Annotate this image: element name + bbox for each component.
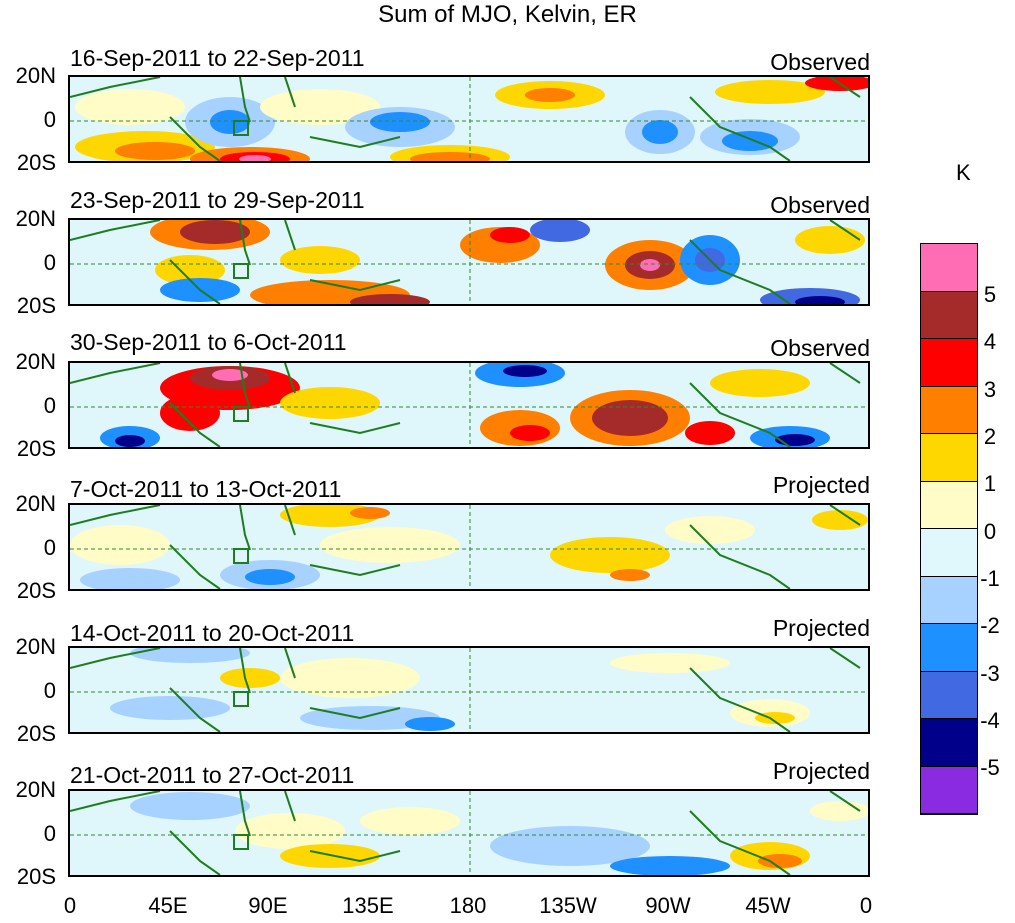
lat-label-0: 0 xyxy=(43,821,56,846)
lon-label: 0 xyxy=(859,893,873,918)
colorbar-swatch xyxy=(921,529,977,577)
lat-label-20s: 20S xyxy=(16,436,56,461)
colorbar-label: 3 xyxy=(983,377,997,402)
colorbar-swatch xyxy=(921,624,977,672)
lat-label-20n: 20N xyxy=(15,634,56,659)
colorbar-label: 1 xyxy=(983,471,997,496)
colorbar-swatch xyxy=(921,244,977,292)
colorbar-swatch xyxy=(921,576,977,624)
lat-label-20n: 20N xyxy=(15,63,56,88)
panel-5-date: 14-Oct-2011 to 20-Oct-2011 xyxy=(70,620,355,646)
colorbar-swatch xyxy=(921,434,977,482)
lon-label: 0 xyxy=(63,893,77,918)
panel-6-status: Projected xyxy=(772,758,870,784)
colorbar-swatch xyxy=(921,291,977,339)
lat-label-0: 0 xyxy=(43,107,56,132)
lon-label: 90E xyxy=(248,893,288,918)
lat-label-0: 0 xyxy=(43,250,56,275)
colorbar-label: 5 xyxy=(983,282,997,307)
panel-3-status: Observed xyxy=(770,335,870,361)
colorbar-label: -2 xyxy=(980,613,1000,638)
panel-2-map xyxy=(68,218,870,306)
colorbar-label: -3 xyxy=(980,661,1000,686)
lat-label-20s: 20S xyxy=(16,864,56,889)
lon-label: 135E xyxy=(342,893,394,918)
lat-label-20n: 20N xyxy=(15,206,56,231)
lon-label: 45E xyxy=(148,893,188,918)
colorbar-swatch xyxy=(921,386,977,434)
lon-label: 135W xyxy=(539,893,597,918)
lat-label-20s: 20S xyxy=(16,293,56,318)
lat-label-20s: 20S xyxy=(16,150,56,175)
colorbar-swatch xyxy=(921,339,977,387)
lat-label-20n: 20N xyxy=(15,491,56,516)
colorbar-swatch xyxy=(921,671,977,719)
panel-3-date: 30-Sep-2011 to 6-Oct-2011 xyxy=(70,329,347,355)
colorbar-label: -5 xyxy=(980,755,1000,780)
lat-label-20s: 20S xyxy=(16,578,56,603)
lat-label-0: 0 xyxy=(43,393,56,418)
lat-label-0: 0 xyxy=(43,535,56,560)
colorbar-swatch xyxy=(921,719,977,767)
panel-1-status: Observed xyxy=(770,49,870,75)
panel-4-map xyxy=(68,503,870,591)
panel-4-status: Projected xyxy=(772,472,870,498)
colorbar-label: 0 xyxy=(983,519,997,544)
colorbar-unit: K xyxy=(956,160,971,185)
panel-5-map xyxy=(68,646,870,734)
colorbar-label: -1 xyxy=(980,566,1000,591)
colorbar-label: -4 xyxy=(980,708,1000,733)
panel-2-date: 23-Sep-2011 to 29-Sep-2011 xyxy=(70,187,365,213)
panel-1-date: 16-Sep-2011 to 22-Sep-2011 xyxy=(70,45,365,71)
lat-label-20n: 20N xyxy=(15,349,56,374)
lon-label: 90W xyxy=(645,893,691,918)
lat-label-20n: 20N xyxy=(15,777,56,802)
colorbar-label: 2 xyxy=(983,424,997,449)
lat-label-20s: 20S xyxy=(16,721,56,746)
colorbar-swatch xyxy=(921,766,977,814)
panel-2-status: Observed xyxy=(770,192,870,218)
colorbar-swatch xyxy=(921,481,977,529)
panel-4-date: 7-Oct-2011 to 13-Oct-2011 xyxy=(70,476,342,502)
panel-5-status: Projected xyxy=(772,615,870,641)
panel-6-map xyxy=(68,789,870,877)
lat-label-0: 0 xyxy=(43,678,56,703)
panel-3-map xyxy=(68,361,870,449)
lon-label: 180 xyxy=(449,893,487,918)
lon-label: 45W xyxy=(745,893,791,918)
colorbar xyxy=(920,243,978,815)
panel-1-map xyxy=(68,75,870,163)
panel-6-date: 21-Oct-2011 to 27-Oct-2011 xyxy=(70,762,355,788)
chart-title: Sum of MJO, Kelvin, ER xyxy=(378,1,637,28)
colorbar-label: 4 xyxy=(983,329,997,354)
